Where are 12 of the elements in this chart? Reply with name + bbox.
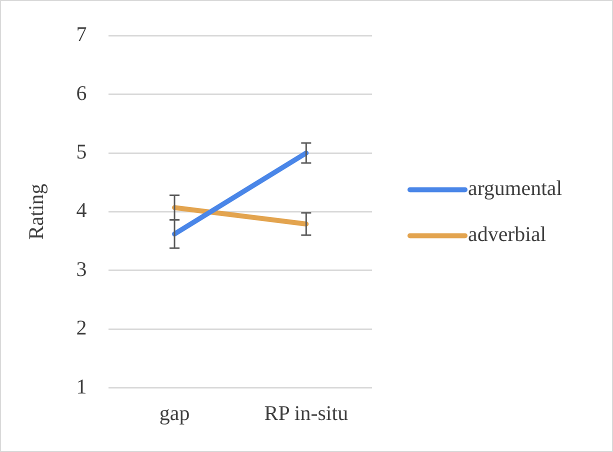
x-tick-label: RP in-situ xyxy=(264,400,349,425)
legend-label: adverbial xyxy=(468,222,546,246)
y-tick-label: 6 xyxy=(76,80,87,105)
y-tick-label: 4 xyxy=(76,198,88,222)
y-tick-label: 5 xyxy=(76,140,87,164)
y-tick-label: 1 xyxy=(76,374,87,398)
y-tick-label: 7 xyxy=(76,22,87,46)
x-tick-label: gap xyxy=(159,400,190,425)
legend-label: argumental xyxy=(468,176,562,200)
y-axis-title: Rating xyxy=(24,183,48,240)
y-tick-label: 3 xyxy=(76,256,87,281)
y-tick-label: 2 xyxy=(76,316,87,340)
